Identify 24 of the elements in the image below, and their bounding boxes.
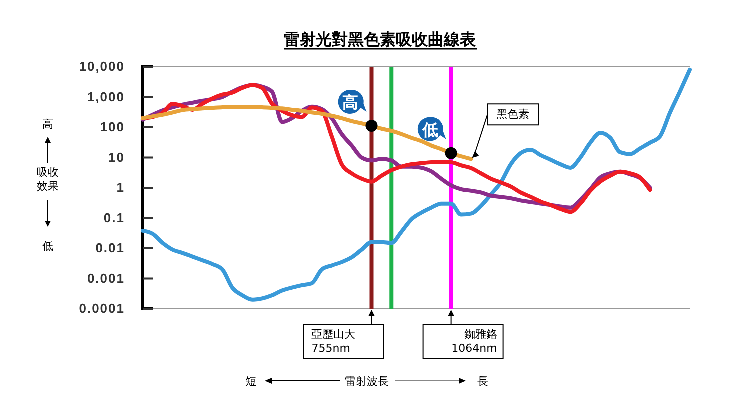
y-tick-label: 1 [116, 180, 125, 196]
speech-bubble: 高 [338, 90, 367, 114]
y-tick-label: 0.1 [104, 210, 125, 226]
text: 長 [478, 375, 488, 388]
y-tick-label: 0.001 [87, 270, 125, 286]
text: 雷射波長 [345, 375, 389, 388]
annotation: 高 [342, 93, 359, 112]
speech-bubble: 低 [418, 117, 446, 142]
text: 銣雅鉻 1064nm [452, 328, 498, 355]
y-tick-label: 100 [100, 120, 125, 135]
y-tick-label: 0.0001 [79, 301, 125, 316]
text: 短 [246, 375, 256, 388]
text: 黑色素 [496, 108, 530, 122]
chart-title: 雷射光對黑色素吸收曲線表 [284, 30, 477, 49]
text: 高 [42, 118, 54, 131]
y-tick-label: 10 [108, 150, 125, 165]
annotation: 低 [421, 120, 438, 140]
line-series [141, 68, 692, 302]
text: 低 [42, 240, 54, 253]
text: 亞歷山大 755nm [312, 328, 356, 355]
y-tick-label: 10,000 [79, 59, 125, 74]
y-axis-title: 吸收效果 [37, 166, 59, 193]
y-tick-label: 0.01 [96, 240, 125, 256]
y-tick-label: 1,000 [87, 89, 125, 104]
